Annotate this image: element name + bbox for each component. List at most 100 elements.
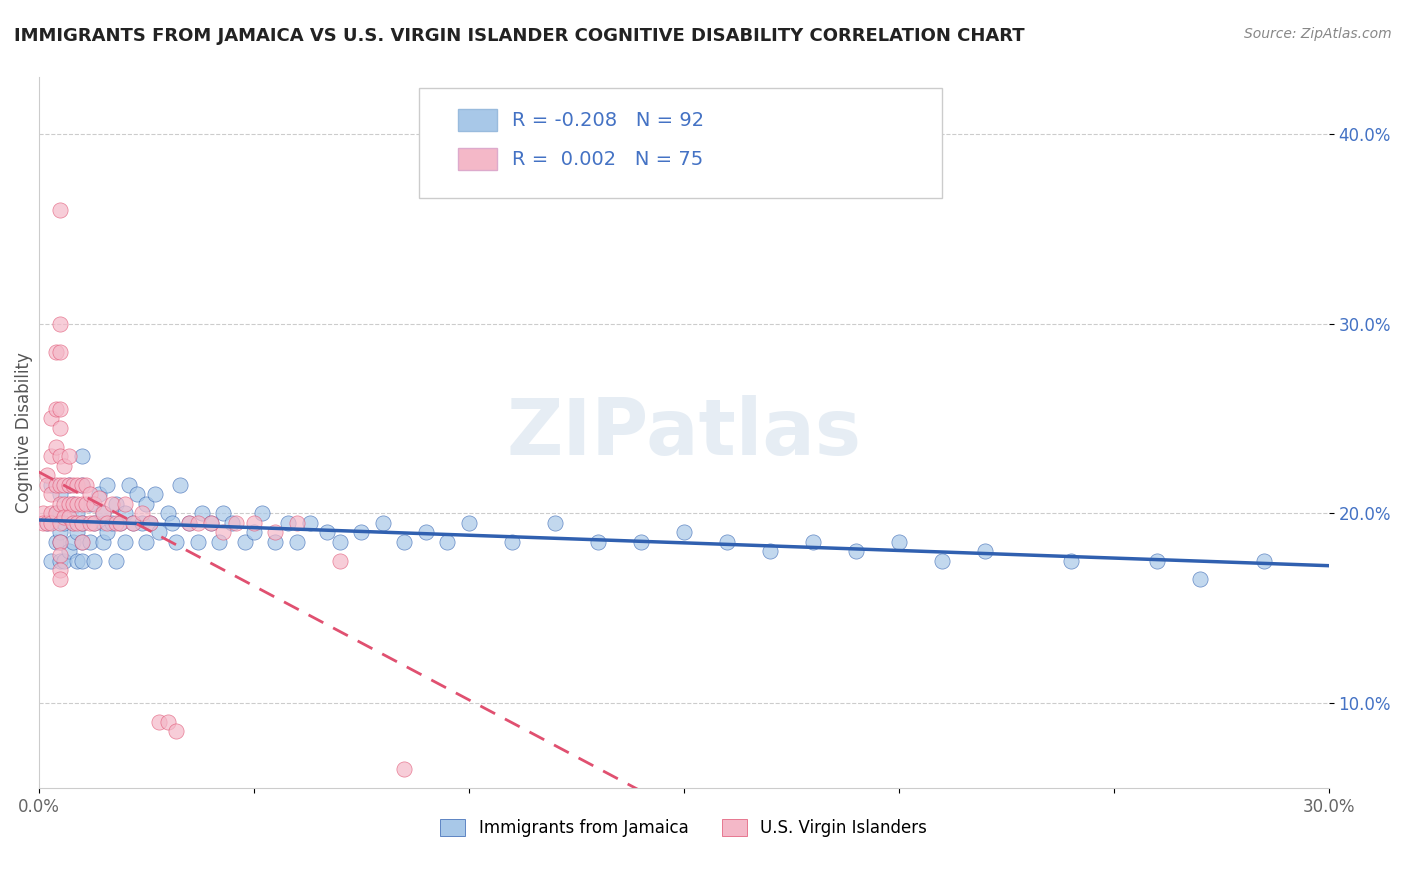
Point [58, 497, 80, 511]
Point [66, 477, 89, 491]
Point [62, 534, 84, 549]
Point [392, 534, 415, 549]
Point [586, 534, 609, 549]
Point [672, 525, 695, 540]
Point [165, 724, 187, 739]
Point [70, 553, 93, 567]
Text: ZIPatlas: ZIPatlas [506, 394, 860, 471]
Point [148, 714, 170, 729]
Point [70, 534, 93, 549]
Point [62, 497, 84, 511]
Point [177, 516, 200, 530]
Point [242, 525, 264, 540]
Point [75, 497, 97, 511]
Point [53, 477, 76, 491]
Point [277, 516, 299, 530]
Point [250, 506, 273, 520]
Point [156, 506, 179, 520]
Point [233, 534, 256, 549]
Point [96, 525, 118, 540]
Point [191, 506, 214, 520]
Point [114, 497, 136, 511]
Point [122, 516, 145, 530]
Point [70, 477, 93, 491]
Point [187, 516, 209, 530]
Point [41, 411, 63, 425]
FancyBboxPatch shape [458, 110, 496, 131]
Point [114, 534, 136, 549]
Point [329, 553, 352, 567]
Point [118, 477, 141, 491]
Point [1253, 553, 1275, 567]
Point [165, 534, 187, 549]
Point [135, 534, 157, 549]
Point [114, 506, 136, 520]
Point [45, 440, 67, 454]
Point [630, 534, 652, 549]
Point [100, 516, 122, 530]
Point [315, 525, 337, 540]
Point [887, 534, 910, 549]
Point [49, 548, 72, 562]
Text: R = -0.208   N = 92: R = -0.208 N = 92 [512, 111, 704, 129]
FancyBboxPatch shape [458, 148, 496, 169]
Point [62, 516, 84, 530]
Point [131, 506, 153, 520]
Point [758, 544, 780, 558]
Point [49, 345, 72, 359]
Point [83, 497, 105, 511]
Point [225, 516, 247, 530]
Point [329, 534, 352, 549]
Point [91, 506, 114, 520]
Point [285, 534, 308, 549]
Point [66, 553, 89, 567]
Point [156, 714, 179, 729]
Point [139, 516, 162, 530]
Point [49, 573, 72, 587]
Point [131, 516, 153, 530]
Point [66, 497, 89, 511]
Point [371, 516, 394, 530]
Point [135, 497, 157, 511]
Point [37, 477, 59, 491]
Point [122, 516, 145, 530]
Point [53, 510, 76, 524]
Point [62, 516, 84, 530]
Point [143, 487, 166, 501]
Point [127, 487, 149, 501]
Point [45, 534, 67, 549]
Point [100, 497, 122, 511]
Point [139, 516, 162, 530]
Point [177, 516, 200, 530]
Point [49, 477, 72, 491]
Point [931, 553, 953, 567]
Point [212, 525, 235, 540]
Point [70, 477, 93, 491]
FancyBboxPatch shape [419, 88, 942, 198]
Point [70, 516, 93, 530]
Point [58, 544, 80, 558]
Point [49, 487, 72, 501]
Point [41, 516, 63, 530]
Legend: Immigrants from Jamaica, U.S. Virgin Islanders: Immigrants from Jamaica, U.S. Virgin Isl… [433, 812, 934, 844]
Point [91, 516, 114, 530]
Point [104, 516, 127, 530]
Point [110, 516, 132, 530]
Point [62, 497, 84, 511]
Point [83, 553, 105, 567]
Point [543, 516, 565, 530]
Point [53, 497, 76, 511]
Point [221, 516, 243, 530]
Point [49, 525, 72, 540]
Point [41, 506, 63, 520]
Point [45, 506, 67, 520]
Point [110, 516, 132, 530]
Point [208, 534, 231, 549]
Text: Source: ZipAtlas.com: Source: ZipAtlas.com [1244, 27, 1392, 41]
Point [53, 553, 76, 567]
Point [58, 510, 80, 524]
Point [801, 534, 824, 549]
Point [200, 516, 222, 530]
Point [31, 516, 53, 530]
Point [96, 516, 118, 530]
